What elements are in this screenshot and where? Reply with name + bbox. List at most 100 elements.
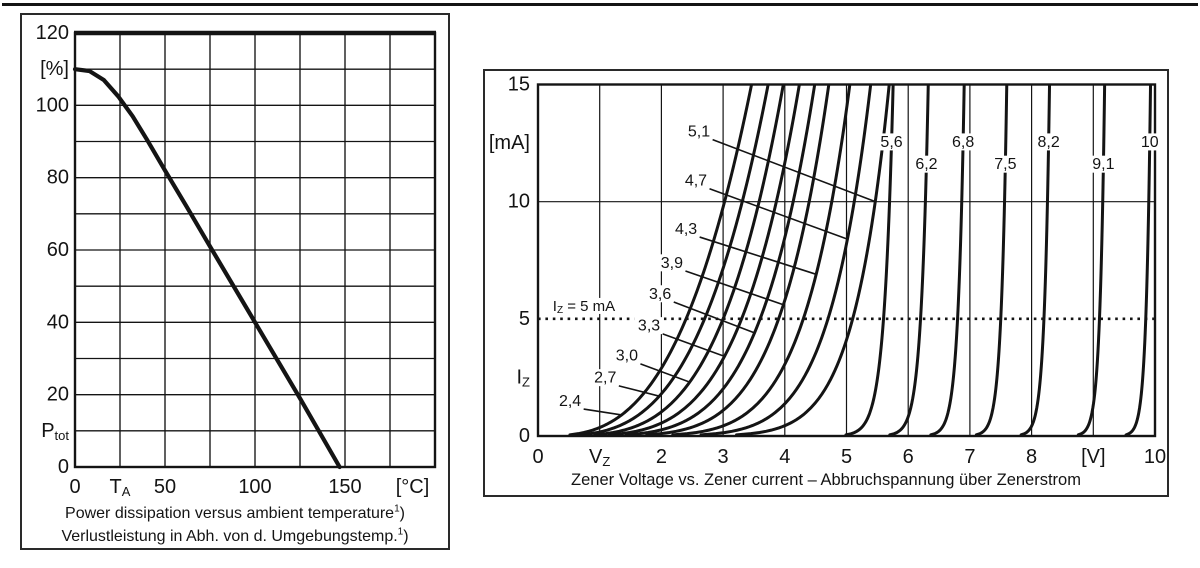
caption-line-en: Power dissipation versus ambient tempera… (65, 503, 405, 522)
top-rule (2, 3, 1198, 6)
tick-label: 0 (58, 456, 69, 478)
curve-labels: 2,4 2,73,03,3 3,6 3,9 4,3 4,7 5,1 5,6 6,2 6,8 7,5 8… (555, 122, 1163, 416)
label-chip (634, 317, 664, 335)
tick-label: TA (110, 476, 131, 499)
label-chip (645, 285, 676, 303)
tick-label: 5 (841, 446, 852, 467)
tick-label: 5 (519, 308, 530, 330)
curve-label-9,1: 9,1 (1092, 156, 1114, 173)
tick-label: IZ (516, 366, 530, 389)
zener-curve-family (568, 84, 1153, 436)
zener-curve-8,2 (1019, 84, 1052, 436)
leader-line (685, 270, 784, 306)
curve-label-3,3: 3,3 (638, 317, 660, 334)
tick-label: 4 (779, 446, 790, 467)
tick-label: 120 (36, 22, 69, 44)
zener-curve-6,8 (929, 84, 966, 436)
derating-plot: 0 TA 50 100 150 [°C] 120 [%] 100 80 60 40 20 Ptot 0 (36, 22, 437, 499)
curve-label-8,2: 8,2 (1037, 133, 1059, 150)
tick-label: 50 (154, 476, 176, 498)
label-chip (684, 122, 714, 140)
tick-label: 2 (656, 446, 667, 467)
tick-label: 15 (508, 74, 530, 96)
leader-line (699, 236, 817, 276)
tick-label: 0 (519, 425, 530, 447)
leader-line (662, 333, 725, 358)
leader-line (673, 301, 755, 334)
curve-label-4,7: 4,7 (685, 172, 707, 189)
power-derating-chart: 0 TA 50 100 150 [°C] 120 [%] 100 80 60 40 20 Ptot 0 (36, 22, 437, 499)
leader-line (640, 363, 690, 383)
label-chip (1137, 133, 1163, 151)
curve-label-2,7: 2,7 (594, 369, 616, 386)
label-chip (611, 347, 642, 365)
label-chip (948, 133, 978, 151)
iz-5ma-label: IZ = 5 mA (553, 297, 615, 315)
label-chip (590, 369, 621, 387)
footnote-marker: 1 (397, 526, 404, 538)
tick-label: 7 (964, 446, 975, 467)
label-chip (876, 133, 907, 151)
tick-label: 8 (1026, 446, 1037, 467)
leader-line (709, 188, 848, 240)
zener-curve-2,7 (579, 84, 770, 436)
tick-label: [mA] (489, 132, 530, 154)
derating-curve (72, 67, 342, 470)
tick-label: 100 (238, 476, 271, 498)
curve-label-3,9: 3,9 (661, 254, 683, 271)
power-derating-caption: Power dissipation versus ambient tempera… (22, 503, 448, 548)
zener-curves-chart: 2,4 2,73,03,3 3,6 3,9 4,3 4,7 5,1 5,6 6,2 6,8 7,5 8… (489, 74, 1166, 468)
leader-line (618, 385, 660, 397)
tick-label: 60 (47, 239, 69, 261)
leader-line (712, 138, 876, 203)
tick-label: [V] (1081, 446, 1105, 467)
tick-label: VZ (589, 446, 610, 467)
tick-label: 40 (47, 311, 69, 333)
tick-label: 100 (36, 94, 69, 116)
y-axis-labels: 15 [mA] 10 5 IZ 0 (489, 74, 530, 448)
curve-label-5,6: 5,6 (880, 133, 902, 150)
zener-curve-3,9 (645, 84, 831, 436)
zener-curve-5,6 (844, 84, 895, 436)
curve-label-6,8: 6,8 (952, 133, 974, 150)
leader-line (583, 408, 622, 416)
x-axis-labels: 0 VZ 2 3 4 5 6 7 8 [V] 10 (532, 446, 1166, 467)
caption-line-de: Verlustleistung in Abh. von d. Umgebungs… (61, 526, 409, 545)
label-chip (657, 254, 687, 272)
curve-label-4,3: 4,3 (675, 220, 697, 237)
label-chip (555, 392, 585, 410)
zener-curve-10 (1124, 84, 1153, 436)
tick-label: [%] (40, 58, 69, 80)
curve-label-3,6: 3,6 (649, 285, 671, 302)
label-chip (671, 220, 701, 238)
label-chip (1088, 155, 1119, 173)
zener-curve-6,2 (888, 84, 930, 436)
curve-label-7,5: 7,5 (994, 156, 1016, 173)
tick-label: [°C] (396, 476, 430, 498)
tick-label: 150 (328, 476, 361, 498)
label-chip (1033, 133, 1064, 151)
zener-curve-3,6 (624, 84, 817, 436)
tick-label: 3 (718, 446, 729, 467)
tick-label: 20 (47, 384, 69, 406)
curve-label-5,1: 5,1 (688, 123, 710, 140)
zener-curve-4,7 (699, 84, 873, 436)
tick-label: 0 (69, 476, 80, 498)
tick-label: 6 (903, 446, 914, 467)
curve-label-2,4: 2,4 (559, 392, 581, 409)
ref-label-chip (549, 297, 624, 314)
label-chip (681, 172, 711, 190)
tick-label: 10 (508, 191, 530, 213)
x-axis-labels: 0 TA 50 100 150 [°C] (69, 476, 429, 499)
zener-curves-caption: Zener Voltage vs. Zener current – Abbruc… (571, 471, 1081, 489)
footnote-marker: 1 (394, 503, 400, 515)
tick-label: 0 (532, 446, 543, 467)
grid (75, 33, 435, 467)
label-chip (990, 155, 1021, 173)
zener-curve-2,4 (568, 84, 754, 436)
curve-label-6,2: 6,2 (915, 156, 937, 173)
curve-label-10: 10 (1141, 133, 1159, 150)
zener-curve-9,1 (1076, 84, 1107, 436)
zener-curve-3,3 (607, 84, 801, 436)
